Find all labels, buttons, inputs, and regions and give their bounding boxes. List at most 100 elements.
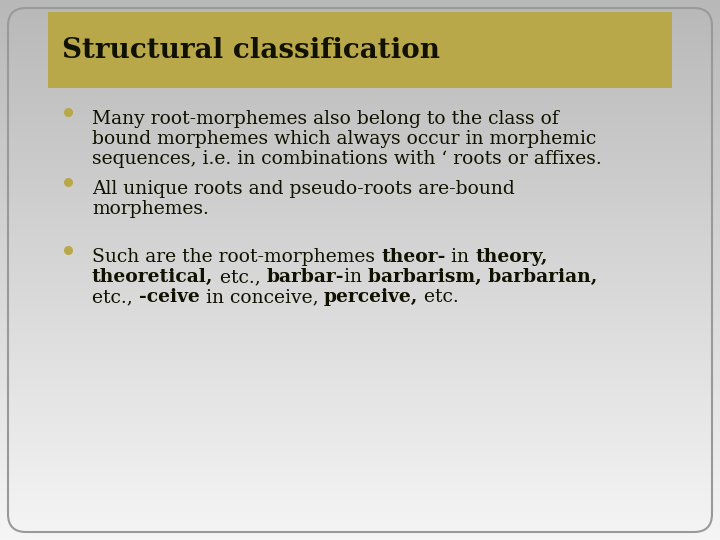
Bar: [0, 520, 720, 524]
Bar: [0, 528, 720, 532]
Bar: [0, 504, 720, 508]
Text: in conceive,: in conceive,: [199, 288, 324, 306]
Bar: [0, 439, 720, 443]
Bar: [0, 291, 720, 294]
Bar: [0, 442, 720, 446]
Bar: [0, 188, 720, 192]
Bar: [0, 223, 720, 227]
Text: Many root-morphemes also belong to the class of: Many root-morphemes also belong to the c…: [92, 110, 559, 128]
Bar: [0, 172, 720, 176]
Bar: [0, 488, 720, 491]
Bar: [0, 212, 720, 216]
Bar: [0, 228, 720, 232]
Bar: [0, 0, 720, 3]
Text: in: in: [446, 248, 475, 266]
Bar: [0, 26, 720, 30]
Bar: [0, 237, 720, 240]
Bar: [0, 523, 720, 526]
Bar: [0, 444, 720, 448]
Bar: [0, 242, 720, 246]
Bar: [0, 261, 720, 265]
Bar: [0, 318, 720, 321]
Bar: [0, 266, 720, 270]
Bar: [0, 415, 720, 419]
Bar: [0, 466, 720, 470]
Bar: [0, 15, 720, 19]
Bar: [0, 299, 720, 302]
Bar: [0, 145, 720, 148]
Bar: [0, 137, 720, 140]
Bar: [0, 274, 720, 278]
Bar: [0, 234, 720, 238]
Bar: [0, 501, 720, 505]
Bar: [0, 396, 720, 400]
Bar: [0, 474, 720, 478]
Text: Structural classification: Structural classification: [62, 37, 440, 64]
Bar: [0, 323, 720, 327]
Bar: [0, 34, 720, 38]
Bar: [0, 293, 720, 297]
Text: etc.,: etc.,: [92, 288, 139, 306]
Bar: [0, 42, 720, 46]
Bar: [0, 53, 720, 57]
Bar: [0, 80, 720, 84]
Bar: [0, 66, 720, 70]
Bar: [0, 150, 720, 154]
Bar: [0, 507, 720, 510]
Bar: [0, 58, 720, 62]
Bar: [0, 515, 720, 518]
Bar: [0, 18, 720, 22]
Bar: [0, 258, 720, 262]
Bar: [0, 139, 720, 143]
Bar: [0, 72, 720, 76]
Bar: [0, 401, 720, 405]
Bar: [0, 91, 720, 94]
Bar: [0, 134, 720, 138]
Bar: [0, 104, 720, 108]
Bar: [0, 166, 720, 170]
Bar: [0, 382, 720, 386]
Bar: [0, 490, 720, 494]
Bar: [0, 255, 720, 259]
Bar: [0, 147, 720, 151]
Text: theory,: theory,: [475, 248, 548, 266]
Bar: [0, 525, 720, 529]
Bar: [0, 301, 720, 305]
Bar: [0, 326, 720, 329]
Bar: [0, 2, 720, 5]
Bar: [0, 48, 720, 51]
Bar: [0, 215, 720, 219]
Bar: [0, 120, 720, 124]
Text: theoretical,: theoretical,: [92, 268, 214, 286]
Bar: [0, 355, 720, 359]
Bar: [0, 358, 720, 362]
Bar: [0, 471, 720, 475]
Bar: [0, 380, 720, 383]
Bar: [0, 10, 720, 14]
Bar: [0, 453, 720, 456]
Bar: [0, 64, 720, 68]
Bar: [0, 436, 720, 440]
Bar: [0, 191, 720, 194]
Bar: [0, 455, 720, 459]
Bar: [0, 112, 720, 116]
Bar: [0, 304, 720, 308]
Bar: [0, 50, 720, 54]
Bar: [0, 531, 720, 535]
Bar: [0, 426, 720, 429]
Bar: [0, 288, 720, 292]
Bar: [0, 361, 720, 365]
Bar: [0, 93, 720, 97]
Bar: [0, 366, 720, 370]
Text: bound morphemes which always occur in morphemic: bound morphemes which always occur in mo…: [92, 130, 596, 148]
Bar: [0, 447, 720, 451]
Bar: [0, 420, 720, 424]
Bar: [0, 102, 720, 105]
Bar: [0, 458, 720, 462]
Bar: [0, 37, 720, 40]
Text: barbar-: barbar-: [266, 268, 343, 286]
Bar: [0, 239, 720, 243]
Bar: [0, 169, 720, 173]
Bar: [0, 158, 720, 162]
Bar: [48, 12, 672, 88]
